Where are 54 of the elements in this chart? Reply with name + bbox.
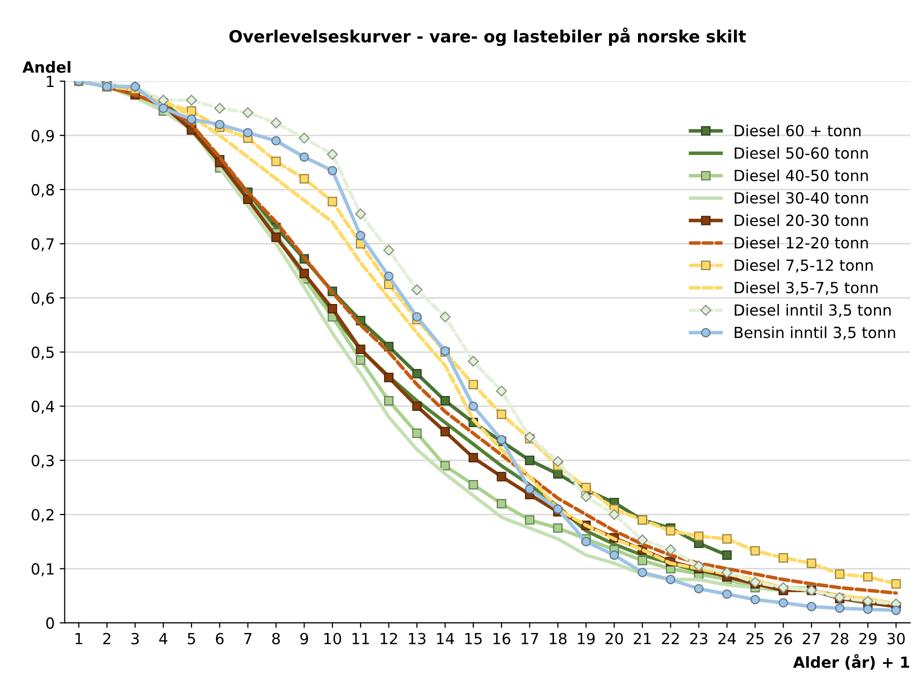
y-tick-label: 0,2 xyxy=(32,508,54,522)
x-tick-label: 12 xyxy=(380,632,397,644)
y-tick-label: 0,8 xyxy=(32,184,54,198)
y-tick-label: 0,7 xyxy=(32,238,54,252)
legend-label: Diesel 12-20 tonn xyxy=(734,236,868,249)
x-tick-label: 19 xyxy=(578,632,595,644)
legend-label: Diesel 7,5-12 tonn xyxy=(734,259,873,273)
x-tick-label: 24 xyxy=(718,632,736,644)
x-tick-label: 22 xyxy=(662,632,679,644)
legend-label: Diesel 40-50 tonn xyxy=(734,169,868,182)
x-tick-label: 16 xyxy=(493,632,510,644)
legend-label: Diesel 30-40 tonn xyxy=(734,192,868,204)
y-axis-title: Andel xyxy=(22,61,70,73)
y-tick-label: 0,5 xyxy=(32,346,54,360)
x-tick-label: 11 xyxy=(352,633,369,644)
y-tick-label: 0,4 xyxy=(32,400,54,414)
x-tick-label: 9 xyxy=(300,632,308,644)
x-tick-label: 8 xyxy=(272,632,280,644)
x-tick-label: 6 xyxy=(216,632,224,644)
y-tick-label: 0,3 xyxy=(32,454,54,468)
x-tick-label: 5 xyxy=(188,633,196,644)
y-tick-label: 0 xyxy=(46,617,54,629)
x-tick-label: 28 xyxy=(831,632,848,644)
x-tick-label: 17 xyxy=(522,633,538,644)
y-tick-label: 0,6 xyxy=(32,292,54,306)
x-tick-label: 30 xyxy=(887,632,905,644)
y-tick-label: 0,1 xyxy=(32,563,54,576)
x-tick-label: 1 xyxy=(76,633,82,644)
x-tick-label: 21 xyxy=(634,632,651,644)
x-tick-label: 27 xyxy=(802,632,820,644)
legend-label: Diesel 3,5-7,5 tonn xyxy=(734,282,878,295)
legend-label: Diesel 60 + tonn xyxy=(734,124,861,136)
x-tick-label: 26 xyxy=(774,632,792,644)
x-tick-label: 23 xyxy=(690,632,708,644)
y-tick-label: 1 xyxy=(46,76,54,88)
x-tick-label: 25 xyxy=(746,632,764,644)
x-tick-label: 14 xyxy=(437,633,454,644)
x-axis-title: Alder (år) + 1 xyxy=(793,654,910,670)
x-tick-label: 3 xyxy=(131,632,139,644)
chart-title: Overlevelseskurver - vare- og lastebiler på norske skilt xyxy=(229,28,746,46)
x-tick-label: 15 xyxy=(465,633,482,644)
legend-label: Diesel inntil 3,5 tonn xyxy=(734,304,891,318)
x-tick-label: 13 xyxy=(408,632,426,644)
x-tick-label: 10 xyxy=(324,632,342,644)
x-tick-label: 7 xyxy=(244,633,252,644)
x-tick-label: 4 xyxy=(159,633,168,644)
legend-label: Diesel 50-60 tonn xyxy=(734,147,868,159)
x-tick-label: 2 xyxy=(103,632,110,644)
legend-label: Bensin inntil 3,5 tonn xyxy=(734,326,896,340)
y-tick-label: 0,9 xyxy=(32,130,54,143)
x-tick-label: 20 xyxy=(606,632,623,644)
legend-label: Diesel 20-30 tonn xyxy=(734,214,868,226)
x-tick-label: 18 xyxy=(550,632,567,644)
x-tick-label: 29 xyxy=(859,632,877,644)
